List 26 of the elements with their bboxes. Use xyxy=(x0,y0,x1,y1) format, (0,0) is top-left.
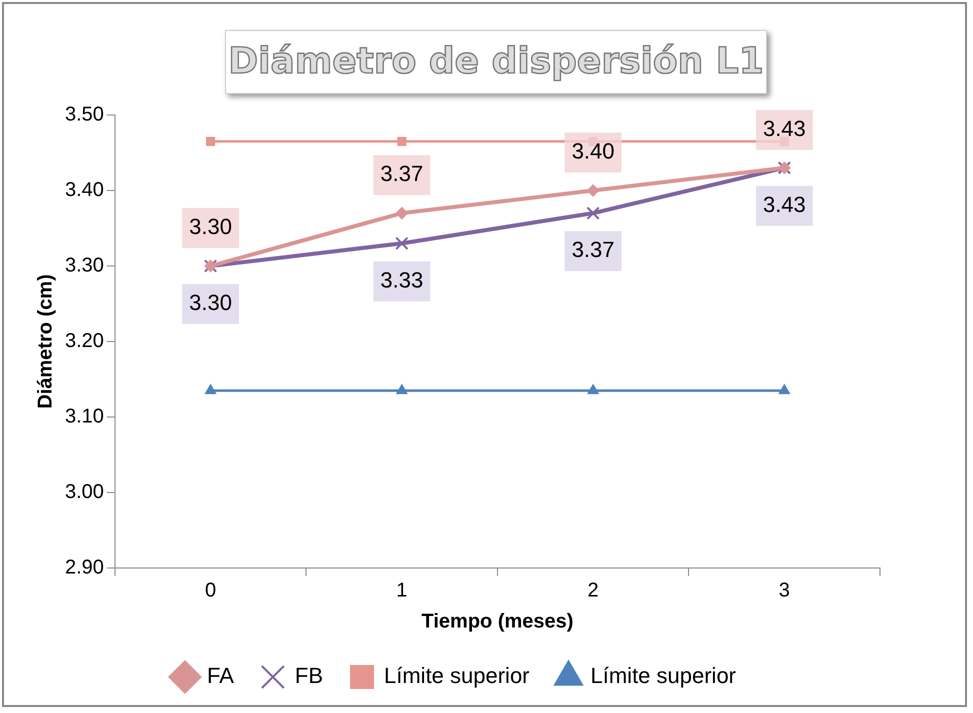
legend-label: Límite superior xyxy=(590,663,736,688)
text: 3.20 xyxy=(64,330,104,352)
text: 3.30 xyxy=(64,254,104,277)
data-label: 3.43 xyxy=(762,192,806,217)
text: 2.90 xyxy=(64,556,104,579)
data-label: 3.40 xyxy=(572,138,615,164)
data-label: 3.37 xyxy=(572,237,615,262)
data-label: 3.37 xyxy=(380,161,424,186)
x-tick-label: 1 xyxy=(396,580,408,602)
x-tick-label: 3 xyxy=(778,580,790,602)
data-label: 3.43 xyxy=(762,116,806,141)
legend-label: Límite superior xyxy=(384,663,530,688)
text: 3.50 xyxy=(64,104,104,126)
x-tick-label: 0 xyxy=(205,580,216,602)
data-label: 3.30 xyxy=(189,290,232,316)
data-label: 3.30 xyxy=(189,214,232,240)
y-axis-title: Diámetro (cm) xyxy=(34,274,57,409)
text: 3.00 xyxy=(64,481,104,504)
x-tick-label: 2 xyxy=(588,580,599,602)
legend-label: FB xyxy=(294,663,324,688)
legend-label: FA xyxy=(206,663,234,688)
text: 3.10 xyxy=(64,406,104,428)
x-axis-title: Tiempo (meses) xyxy=(422,610,574,633)
chart-title: Diámetro de dispersión L1 xyxy=(225,30,767,94)
data-label: 3.33 xyxy=(380,267,424,292)
text: 3.40 xyxy=(64,179,104,202)
